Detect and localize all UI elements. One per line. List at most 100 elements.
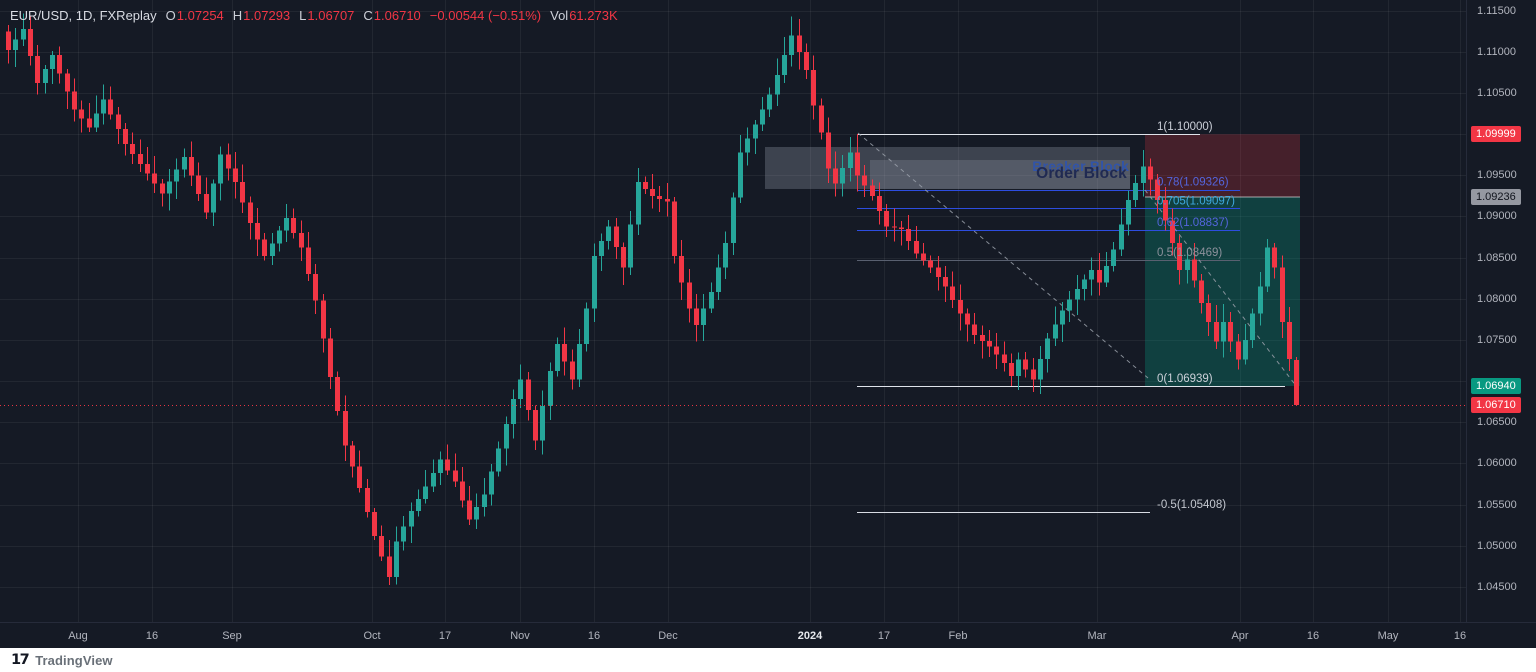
candle bbox=[621, 242, 626, 285]
price-tick: 1.08000 bbox=[1477, 292, 1517, 305]
tradingview-logo-icon[interactable]: 17 bbox=[11, 652, 30, 668]
order-block-zone[interactable] bbox=[765, 147, 1130, 189]
fib-level-label[interactable]: 0(1.06939) bbox=[1157, 373, 1213, 385]
low-value: L 1.06707 bbox=[299, 8, 355, 23]
take-profit-price-label: 1.06940 bbox=[1471, 378, 1521, 395]
candle bbox=[599, 233, 604, 272]
candle bbox=[760, 96, 765, 131]
candle bbox=[797, 19, 802, 70]
fib-level-label[interactable]: -0.5(1.05408) bbox=[1157, 499, 1226, 511]
time-tick: Apr bbox=[1231, 630, 1249, 642]
candle bbox=[138, 139, 143, 173]
candle bbox=[1133, 174, 1138, 208]
candle bbox=[1082, 274, 1087, 301]
candle bbox=[789, 16, 794, 67]
candle bbox=[43, 64, 48, 94]
candle bbox=[240, 164, 245, 214]
candle bbox=[233, 151, 238, 199]
time-tick: 16 bbox=[1306, 630, 1320, 642]
candle bbox=[1119, 208, 1124, 257]
candle bbox=[255, 207, 260, 256]
candle bbox=[723, 231, 728, 280]
candle bbox=[482, 478, 487, 517]
time-tick: 17 bbox=[438, 630, 452, 642]
candle bbox=[672, 197, 677, 264]
candle bbox=[72, 78, 77, 122]
candle bbox=[914, 226, 919, 259]
candle bbox=[218, 146, 223, 201]
candle bbox=[584, 302, 589, 352]
price-tick: 1.05500 bbox=[1477, 498, 1517, 511]
candle bbox=[745, 127, 750, 166]
candle bbox=[496, 441, 501, 477]
tradingview-brand-link[interactable]: TradingView bbox=[35, 652, 113, 668]
time-tick: 16 bbox=[145, 630, 159, 642]
candle bbox=[28, 15, 33, 66]
candle bbox=[1170, 208, 1175, 256]
candle bbox=[972, 312, 977, 345]
symbol-title[interactable]: EUR/USD, 1D, FXReplay bbox=[10, 8, 157, 23]
fib-level-label[interactable]: 0.5(1.08469) bbox=[1157, 247, 1222, 259]
candle bbox=[291, 208, 296, 239]
candle bbox=[679, 239, 684, 300]
candle bbox=[826, 117, 831, 183]
candle bbox=[687, 268, 692, 323]
candle bbox=[211, 179, 216, 227]
time-tick: 17 bbox=[877, 630, 891, 642]
candle bbox=[35, 44, 40, 95]
time-axis[interactable]: Aug 16 Sep Oct 17 Nov 16 Dec 2024 17 Feb Mar Apr 16 Ma… bbox=[0, 622, 1536, 649]
candle bbox=[1002, 341, 1007, 372]
candle bbox=[1126, 190, 1131, 236]
candle bbox=[474, 493, 479, 530]
candle bbox=[840, 154, 845, 197]
breaker-block-zone[interactable] bbox=[870, 160, 1130, 189]
candle bbox=[108, 86, 113, 120]
breaker-block-label[interactable]: Breaker Block bbox=[1032, 158, 1129, 174]
time-tick: Mar bbox=[1087, 630, 1107, 642]
candle bbox=[870, 179, 875, 201]
candle bbox=[848, 137, 853, 182]
order-block-label[interactable]: Order Block bbox=[1036, 165, 1127, 182]
candle bbox=[453, 453, 458, 488]
candle bbox=[379, 525, 384, 562]
price-axis[interactable]: 1.11500 1.11000 1.10500 1.09500 1.09000 1.085… bbox=[1466, 0, 1536, 622]
candle bbox=[401, 515, 406, 551]
fib-level-label[interactable]: 0.78(1.09326) bbox=[1157, 177, 1229, 189]
candle bbox=[65, 68, 70, 109]
price-tick: 1.11500 bbox=[1477, 4, 1516, 17]
candle bbox=[1060, 302, 1065, 342]
candle bbox=[343, 395, 348, 462]
price-tick: 1.11000 bbox=[1477, 45, 1516, 58]
candle bbox=[1228, 311, 1233, 353]
candle bbox=[782, 37, 787, 83]
candle bbox=[526, 371, 531, 421]
candle bbox=[372, 507, 377, 540]
fib-level-label[interactable]: 1(1.10000) bbox=[1157, 121, 1213, 133]
time-tick: Dec bbox=[658, 630, 678, 642]
candle bbox=[1214, 304, 1219, 349]
candle bbox=[753, 119, 758, 155]
time-tick: Aug bbox=[68, 630, 88, 642]
candle bbox=[357, 450, 362, 493]
price-tick: 1.06500 bbox=[1477, 416, 1517, 429]
candle bbox=[1038, 345, 1043, 394]
candle bbox=[299, 220, 304, 262]
fib-retracement[interactable] bbox=[857, 134, 1285, 513]
time-tick: Oct bbox=[363, 630, 381, 642]
chart-canvas[interactable]: 1(1.10000) 0.78(1.09326) 0.705(1.09097) 0.6… bbox=[0, 0, 1466, 622]
candle bbox=[877, 182, 882, 225]
change-value: −0.00544 (−0.51%) bbox=[429, 8, 542, 23]
candle bbox=[643, 176, 648, 195]
candle bbox=[657, 185, 662, 213]
candle bbox=[709, 282, 714, 314]
candle bbox=[328, 327, 333, 390]
candle bbox=[650, 174, 655, 209]
fib-level-label[interactable]: 0.705(1.09097) bbox=[1157, 195, 1235, 207]
candle bbox=[1097, 252, 1102, 296]
time-tick: May bbox=[1377, 630, 1399, 642]
short-position-risk-zone[interactable] bbox=[1145, 134, 1300, 198]
price-tick: 1.10500 bbox=[1477, 87, 1517, 99]
fib-level-label[interactable]: 0.62(1.08837) bbox=[1157, 217, 1229, 229]
candle bbox=[533, 405, 538, 451]
